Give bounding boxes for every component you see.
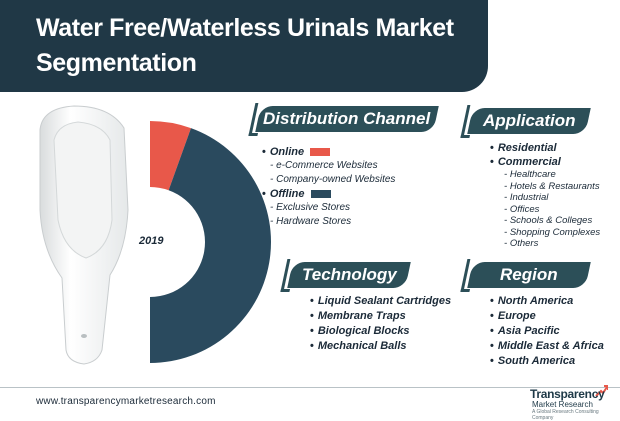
footer-divider bbox=[0, 387, 620, 388]
residential-item: Residential bbox=[490, 141, 600, 155]
footer-url[interactable]: www.transparencymarketresearch.com bbox=[36, 396, 216, 407]
distribution-channel-list: Online - e-Commerce Websites - Company-o… bbox=[262, 145, 396, 229]
offline-item: Offline bbox=[262, 187, 395, 201]
technology-item: Mechanical Balls bbox=[310, 339, 451, 354]
commercial-sub-6: - Shopping Complexes bbox=[504, 226, 601, 238]
region-item: Europe bbox=[490, 309, 604, 324]
logo-tagline: A Global Research Consulting Company bbox=[532, 409, 599, 421]
technology-header: Technology bbox=[280, 259, 411, 292]
region-item: North America bbox=[490, 294, 604, 309]
commercial-item: Commercial bbox=[490, 155, 600, 169]
region-item: Asia Pacific bbox=[490, 324, 604, 339]
logo-arrow-icon bbox=[595, 385, 608, 397]
donut-segment-offline bbox=[150, 128, 271, 363]
technology-item: Membrane Traps bbox=[310, 309, 451, 324]
application-header: Application bbox=[460, 105, 591, 138]
commercial-sub-3: - Industrial bbox=[504, 192, 549, 203]
commercial-sub-4: - Offices bbox=[504, 203, 540, 215]
offline-legend-swatch bbox=[310, 190, 331, 199]
title-banner: Water Free/Waterless Urinals Market Segm… bbox=[0, 0, 488, 92]
online-legend-swatch bbox=[310, 148, 331, 157]
donut-segment-online bbox=[150, 121, 191, 191]
online-sub-2: - Company-owned Websites bbox=[270, 174, 396, 185]
technology-item: Liquid Sealant Cartridges bbox=[310, 294, 451, 309]
technology-list: Liquid Sealant Cartridges Membrane Traps… bbox=[310, 294, 451, 354]
technology-item: Biological Blocks bbox=[310, 324, 451, 339]
urinal-illustration bbox=[39, 105, 129, 365]
commercial-sub-1: - Healthcare bbox=[504, 169, 556, 180]
logo-sub: Market Research bbox=[532, 400, 593, 409]
commercial-sub-2: - Hotels & Restaurants bbox=[504, 180, 600, 192]
offline-sub-2: - Hardware Stores bbox=[270, 216, 352, 227]
commercial-sub-7: - Others bbox=[504, 238, 539, 249]
region-list: North America Europe Asia Pacific Middle… bbox=[490, 294, 604, 369]
region-header: Region bbox=[460, 259, 591, 292]
logo-name: Transparency bbox=[530, 387, 605, 401]
online-sub-1: - e-Commerce Websites bbox=[270, 160, 378, 171]
offline-sub-1: - Exclusive Stores bbox=[270, 202, 351, 213]
region-item: South America bbox=[490, 354, 604, 369]
online-item: Online bbox=[262, 145, 395, 159]
page-title: Water Free/Waterless Urinals Market bbox=[36, 14, 454, 42]
company-logo: Transparency Market Research A Global Re… bbox=[520, 385, 615, 421]
distribution-channel-header: Distribution Channel bbox=[248, 103, 439, 136]
application-list: Residential Commercial - Healthcare - Ho… bbox=[490, 141, 600, 250]
chart-year-label: 2019 bbox=[139, 235, 164, 247]
region-item: Middle East & Africa bbox=[490, 339, 604, 354]
commercial-sub-5: - Schools & Colleges bbox=[504, 215, 593, 226]
page-subtitle: Segmentation bbox=[36, 49, 197, 77]
